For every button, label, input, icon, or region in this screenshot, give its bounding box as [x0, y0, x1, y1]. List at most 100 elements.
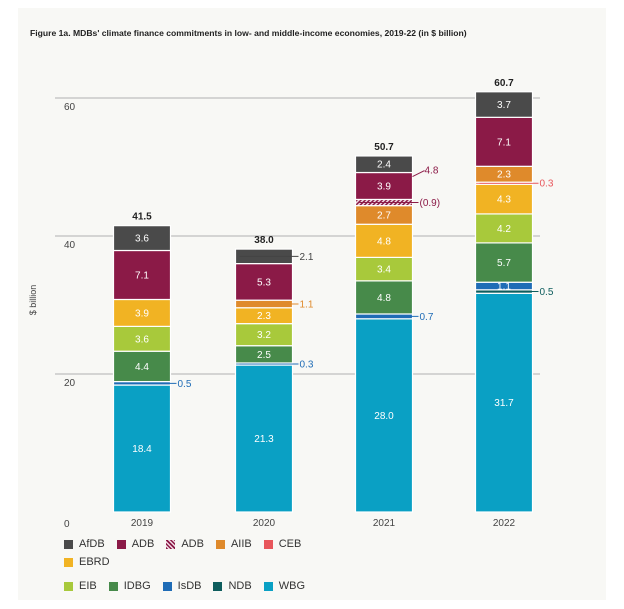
legend-label: EBRD [79, 556, 110, 568]
x-tick-label: 2020 [253, 518, 276, 529]
data-label: 4.8 [377, 293, 391, 304]
legend-label: AIIB [230, 538, 252, 550]
legend-swatch [116, 539, 126, 549]
data-label: 3.6 [135, 334, 149, 345]
leader-line [412, 170, 425, 177]
legend-swatch [213, 581, 223, 591]
legend-item-eib: EIB [64, 580, 97, 592]
legend-swatch [108, 581, 118, 591]
legend-swatch [263, 539, 273, 549]
data-label: 0.3 [540, 179, 554, 190]
legend-label: IDBG [123, 580, 151, 592]
data-label: 3.7 [497, 100, 511, 111]
data-label: 0.3 [300, 359, 314, 370]
data-label: 3.2 [257, 330, 271, 341]
legend-label: ADB [181, 538, 204, 550]
legend-label: WBG [278, 580, 305, 592]
legend-swatch [64, 539, 73, 549]
data-label: 5.7 [497, 258, 511, 269]
y-tick-label: 20 [64, 378, 76, 389]
x-tick-label: 2021 [373, 518, 396, 529]
bar-segment-idbg [112, 350, 172, 383]
data-label: 2.3 [257, 311, 271, 322]
y-axis-label: $ billion [28, 285, 38, 316]
bar-segment-ebrd [474, 183, 534, 215]
bar-segment-eib [474, 213, 534, 244]
bar-segment-ebrd [354, 223, 414, 258]
data-label: 2.7 [377, 210, 391, 221]
bar-segment-idbg [474, 242, 534, 283]
data-label-annotation: 4.8 [425, 166, 439, 177]
legend-swatch [64, 557, 73, 567]
data-label: 3.9 [377, 181, 391, 192]
bar-segment-adb [354, 171, 414, 201]
legend-label: AfDB [79, 538, 105, 550]
data-label: (0.9) [420, 198, 441, 209]
data-label: 2.1 [300, 252, 314, 263]
legend-label: IsDB [177, 580, 202, 592]
legend-item-ceb: CEB [263, 538, 302, 550]
data-label: 7.1 [497, 137, 511, 148]
data-label: 0.5 [540, 287, 554, 298]
bar-segment-idbg [354, 280, 414, 315]
legend-label: ADB [131, 538, 155, 550]
legend: AfDB ADB ADB AIIB CEB EBRD EIB IDBG IsDB NDB WBG [64, 538, 364, 592]
bar-segment-afdb [474, 91, 534, 118]
data-label: 4.4 [135, 362, 149, 373]
data-label: 3.9 [135, 308, 149, 319]
data-label: 18.4 [132, 444, 152, 455]
legend-swatch [166, 539, 176, 549]
chart-title: Figure 1a. MDBs' climate finance commitm… [30, 28, 467, 38]
bar-segment-afdb [112, 225, 172, 252]
x-tick-label: 2019 [131, 518, 154, 529]
data-label: 28.0 [374, 411, 394, 422]
data-label: 2.3 [497, 170, 511, 181]
data-label: 1.1 [497, 282, 511, 293]
legend-item-isdb: IsDB [162, 580, 202, 592]
data-label: 2.4 [377, 160, 391, 171]
legend-swatch [263, 581, 273, 591]
data-label: 3.4 [377, 265, 391, 276]
data-label: 7.1 [135, 270, 149, 281]
bar-total-label: 38.0 [254, 235, 274, 246]
legend-item-wbg: WBG [263, 580, 305, 592]
data-label: 2.5 [257, 350, 271, 361]
data-label: 3.6 [135, 234, 149, 245]
data-label: 31.7 [494, 398, 514, 409]
bar-segment-afdb [354, 155, 414, 174]
data-label: 4.8 [377, 236, 391, 247]
legend-item-afdb: AfDB [64, 538, 105, 550]
legend-item-adb-hatched: ADB [166, 538, 204, 550]
data-label: 0.5 [178, 379, 192, 390]
legend-item-ebrd: EBRD [64, 556, 110, 568]
bar-segment-adb [474, 116, 534, 167]
legend-item-idbg: IDBG [108, 580, 151, 592]
bar-segment-wbg [474, 292, 534, 513]
bar-total-label: 50.7 [374, 142, 394, 153]
legend-item-aiib: AIIB [215, 538, 252, 550]
legend-label: EIB [79, 580, 97, 592]
data-label: 1.1 [300, 299, 314, 310]
bar-segment-wbg [354, 318, 414, 513]
legend-label: CEB [278, 538, 302, 550]
data-label: 4.3 [497, 195, 511, 206]
bar-segment-ebrd [112, 298, 172, 327]
bar-total-label: 60.7 [494, 78, 514, 89]
legend-swatch [162, 581, 172, 591]
data-label: 4.2 [497, 224, 511, 235]
legend-item-ndb: NDB [213, 580, 252, 592]
legend-swatch [215, 539, 225, 549]
legend-label: NDB [228, 580, 252, 592]
y-tick-label: 0 [64, 519, 70, 530]
legend-item-adb: ADB [116, 538, 155, 550]
y-tick-label: 40 [64, 240, 76, 251]
data-label: 0.7 [420, 312, 434, 323]
bar-total-label: 41.5 [132, 212, 152, 223]
data-label: 5.3 [257, 277, 271, 288]
legend-swatch [64, 581, 73, 591]
x-tick-label: 2022 [493, 518, 516, 529]
y-tick-label: 60 [64, 102, 76, 113]
data-label: 21.3 [254, 434, 274, 445]
